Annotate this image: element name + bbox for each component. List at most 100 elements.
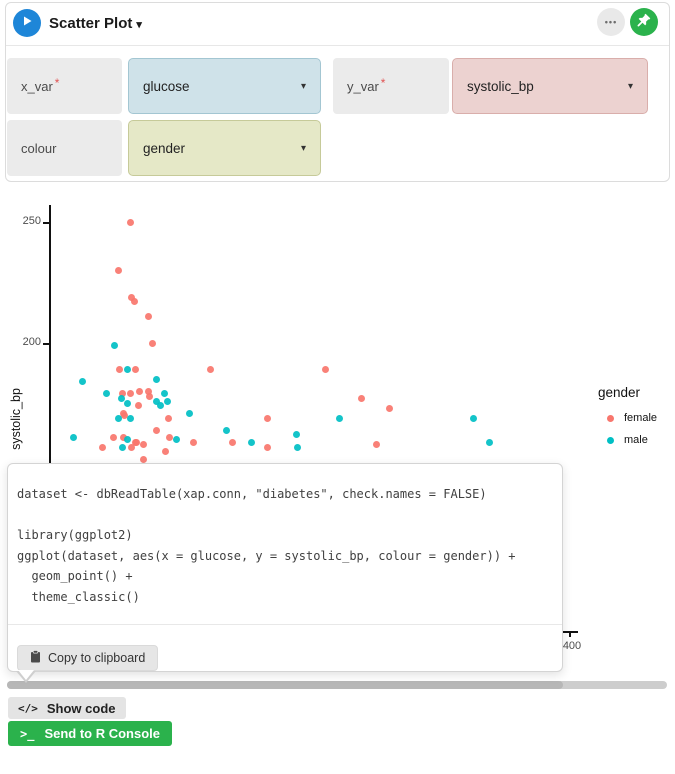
scatter-point	[109, 433, 117, 441]
scatter-point	[372, 441, 380, 449]
y-tick	[43, 343, 49, 345]
popup-divider	[8, 624, 562, 625]
scatter-point	[470, 414, 478, 422]
scatter-point	[99, 443, 107, 451]
play-icon	[21, 14, 33, 32]
scatter-point	[118, 443, 126, 451]
y-axis-title: systolic_bp	[9, 388, 23, 450]
y-var-label-text: y_var	[347, 78, 379, 94]
page-title: Scatter Plot	[49, 15, 133, 32]
run-button[interactable]	[13, 9, 41, 37]
pin-button[interactable]	[630, 8, 658, 36]
scatter-point	[486, 438, 494, 446]
chevron-down-icon: ▾	[300, 80, 306, 92]
scatter-point	[110, 341, 118, 349]
x-tick	[569, 632, 571, 637]
terminal-prompt-icon: >_	[20, 726, 35, 741]
scatter-point	[135, 387, 143, 395]
y-tick	[43, 222, 49, 224]
scatter-point	[116, 366, 124, 374]
more-options-button[interactable]: •••	[597, 8, 625, 36]
scatter-point	[153, 397, 161, 405]
colour-value: gender	[143, 140, 186, 156]
horizontal-scrollbar-thumb[interactable]	[7, 681, 563, 689]
scatter-point	[103, 390, 111, 398]
legend-swatch-male	[607, 437, 614, 444]
scatter-point	[207, 366, 215, 374]
scatter-point	[130, 298, 138, 306]
scatter-point	[139, 441, 147, 449]
scatter-point	[321, 366, 329, 374]
legend-swatch-female	[607, 415, 614, 422]
widget-title-dropdown[interactable]: Scatter Plot ▾	[49, 15, 142, 32]
scatter-point	[163, 397, 171, 405]
scatter-point	[120, 433, 128, 441]
scatter-point	[124, 400, 132, 407]
y-var-value: systolic_bp	[467, 78, 534, 94]
show-code-label: Show code	[46, 700, 116, 716]
chevron-down-icon: ▾	[627, 80, 633, 92]
scatter-point	[126, 390, 134, 398]
legend-label-female: female	[624, 412, 658, 424]
scatter-point	[189, 438, 197, 446]
scatter-point	[126, 218, 134, 226]
scatter-point	[134, 402, 142, 410]
scatter-point	[164, 414, 172, 422]
scatter-point	[128, 293, 136, 301]
clipboard-icon	[30, 650, 41, 666]
x-var-label: x_var *	[7, 58, 122, 114]
pin-icon	[637, 13, 651, 32]
scatter-point	[126, 414, 134, 422]
x-var-select[interactable]: glucose ▾	[128, 58, 321, 114]
scatter-point	[263, 443, 271, 451]
y-axis-line	[49, 205, 51, 632]
y-tick-label: 200	[22, 336, 41, 348]
scatter-point	[131, 366, 139, 374]
send-to-r-console-button[interactable]: >_ Send to R Console	[8, 721, 173, 746]
scatter-point	[124, 436, 132, 444]
y-var-select[interactable]: systolic_bp ▾	[452, 58, 648, 114]
scatter-point	[70, 433, 78, 441]
ellipsis-icon: •••	[604, 17, 618, 27]
scatter-point	[263, 414, 271, 422]
scatter-point	[114, 414, 122, 422]
required-asterisk: *	[54, 76, 60, 90]
copy-to-clipboard-label: Copy to clipboard	[48, 651, 146, 665]
scatter-point	[117, 395, 125, 403]
scatter-point	[145, 312, 153, 320]
scatter-point	[185, 409, 193, 417]
legend-title: gender	[598, 385, 641, 400]
popup-arrow-fill	[18, 670, 34, 680]
scatter-point	[118, 390, 126, 398]
required-asterisk: *	[380, 76, 386, 90]
y-var-label: y_var *	[333, 58, 449, 114]
scatter-point	[336, 414, 344, 422]
code-icon: </>	[18, 701, 38, 715]
y-tick-label: 250	[22, 215, 41, 227]
scatter-point	[222, 426, 230, 434]
header-divider	[6, 45, 669, 46]
scatter-point	[114, 266, 122, 274]
scatter-point	[121, 412, 129, 420]
scatter-point	[358, 395, 366, 403]
scatter-point	[229, 438, 237, 446]
show-code-button[interactable]: </> Show code	[8, 697, 126, 719]
colour-label: colour	[7, 120, 122, 176]
scatter-point	[247, 438, 255, 446]
code-popup	[7, 463, 563, 672]
scatter-point	[124, 366, 132, 374]
scatter-point	[153, 375, 161, 383]
chevron-down-icon: ▾	[300, 142, 306, 154]
scatter-point	[386, 404, 394, 412]
scatter-point	[139, 455, 147, 463]
copy-to-clipboard-button[interactable]: Copy to clipboard	[17, 645, 159, 671]
code-text: dataset <- dbReadTable(xap.conn, "diabet…	[17, 487, 516, 604]
x-var-value: glucose	[143, 78, 190, 94]
scatter-point	[145, 387, 153, 395]
scatter-point	[133, 438, 141, 446]
colour-select[interactable]: gender ▾	[128, 120, 321, 176]
chevron-down-icon: ▾	[136, 19, 142, 31]
scatter-point	[157, 402, 165, 410]
scatter-point	[166, 433, 174, 441]
